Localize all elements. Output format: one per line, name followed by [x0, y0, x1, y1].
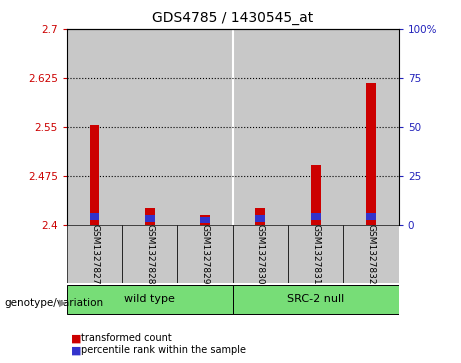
Text: GSM1327827: GSM1327827 [90, 224, 99, 284]
Bar [89, 213, 100, 220]
Bar [288, 225, 343, 283]
Bar [177, 29, 233, 225]
Text: percentile rank within the sample: percentile rank within the sample [81, 345, 246, 355]
Bar [67, 225, 122, 283]
Bar [233, 225, 288, 283]
Text: GSM1327829: GSM1327829 [201, 224, 210, 284]
Bar [255, 208, 266, 225]
Bar [67, 285, 233, 314]
Bar [145, 208, 155, 225]
Bar [233, 285, 399, 314]
Bar [145, 215, 155, 222]
Text: ■: ■ [71, 345, 82, 355]
Bar [200, 217, 210, 223]
Bar [366, 83, 376, 225]
Text: wild type: wild type [124, 294, 175, 305]
Text: GSM1327831: GSM1327831 [311, 224, 320, 285]
Text: transformed count: transformed count [81, 333, 171, 343]
Bar [89, 125, 100, 225]
Bar [177, 225, 233, 283]
Text: ▶: ▶ [59, 298, 66, 308]
Bar [255, 215, 266, 222]
Bar [233, 29, 288, 225]
Bar [288, 29, 343, 225]
Bar [366, 213, 376, 220]
Bar [343, 225, 399, 283]
Bar [122, 225, 177, 283]
Bar [311, 213, 321, 220]
Bar [122, 29, 177, 225]
Bar [343, 29, 399, 225]
Bar [311, 165, 321, 225]
Text: GSM1327828: GSM1327828 [145, 224, 154, 284]
Text: ■: ■ [71, 333, 82, 343]
Text: GSM1327830: GSM1327830 [256, 224, 265, 285]
Bar [200, 215, 210, 225]
Text: SRC-2 null: SRC-2 null [287, 294, 344, 305]
Title: GDS4785 / 1430545_at: GDS4785 / 1430545_at [152, 11, 313, 25]
Bar [67, 29, 122, 225]
Text: GSM1327832: GSM1327832 [366, 224, 376, 284]
Text: genotype/variation: genotype/variation [5, 298, 104, 308]
